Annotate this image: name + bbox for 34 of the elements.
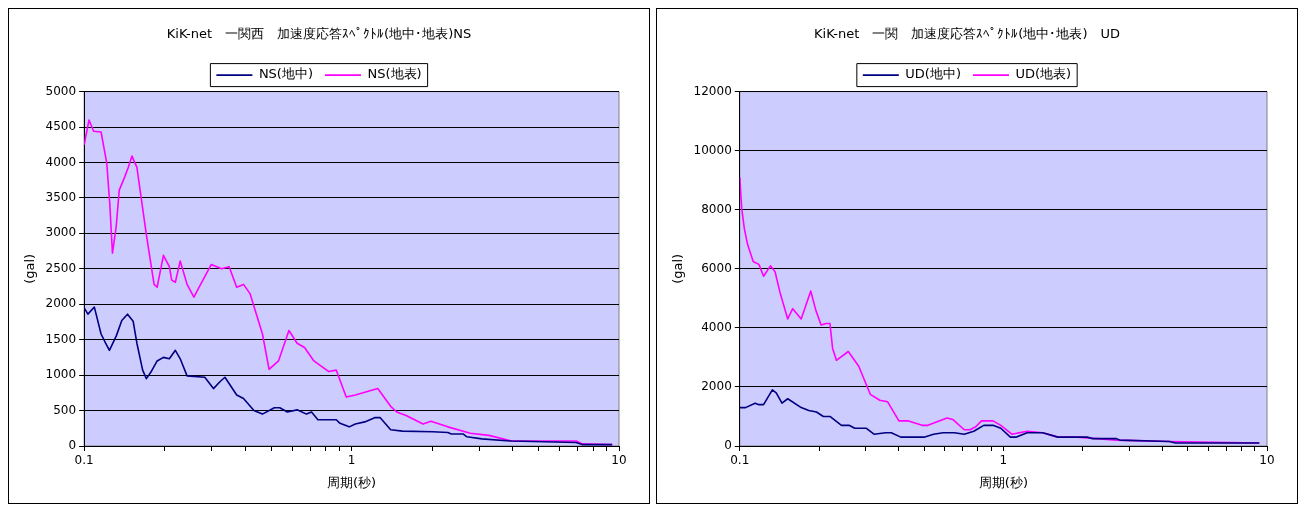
y-tick-label: 8000 xyxy=(701,201,732,216)
x-tick-label: 1 xyxy=(999,453,1008,468)
chart-title: KiK-net 一関西 加速度応答ｽﾍﾟｸﾄﾙ(地中･地表)NS xyxy=(166,26,472,42)
y-tick-label: 2500 xyxy=(45,260,77,275)
legend-label: NS(地表) xyxy=(367,66,422,82)
chart-title: KiK-net 一関 加速度応答ｽﾍﾟｸﾄﾙ(地中･地表) UD xyxy=(814,26,1120,42)
legend-label: UD(地表) xyxy=(1015,66,1072,82)
x-tick-label: 10 xyxy=(611,453,627,468)
y-tick-label: 1000 xyxy=(45,367,77,382)
x-axis-title: 周期(秒) xyxy=(978,474,1028,490)
y-tick-label: 10000 xyxy=(693,142,732,157)
y-tick-label: 4000 xyxy=(45,154,77,169)
y-tick-label: 3500 xyxy=(45,190,77,205)
y-tick-label: 4000 xyxy=(701,319,732,334)
y-tick-label: 0 xyxy=(68,438,77,453)
y-tick-label: 3000 xyxy=(45,225,77,240)
y-tick-label: 1500 xyxy=(45,331,77,346)
y-tick-label: 4500 xyxy=(45,119,77,134)
x-tick-label: 0.1 xyxy=(74,453,94,468)
legend-label: UD(地中) xyxy=(905,66,961,82)
y-tick-label: 500 xyxy=(53,402,77,417)
y-tick-label: 6000 xyxy=(701,260,732,275)
y-tick-label: 2000 xyxy=(45,296,77,311)
y-tick-label: 5000 xyxy=(45,83,77,98)
y-axis-title: (gal) xyxy=(22,253,38,284)
y-tick-label: 0 xyxy=(724,438,732,453)
x-axis-title: 周期(秒) xyxy=(326,474,377,490)
legend-label: NS(地中) xyxy=(258,66,313,82)
x-tick-label: 1 xyxy=(347,453,356,468)
y-tick-label: 2000 xyxy=(701,379,732,394)
x-tick-label: 0.1 xyxy=(730,453,750,468)
y-tick-label: 12000 xyxy=(693,83,732,98)
x-tick-label: 10 xyxy=(1259,453,1275,468)
y-axis-title: (gal) xyxy=(670,253,686,284)
